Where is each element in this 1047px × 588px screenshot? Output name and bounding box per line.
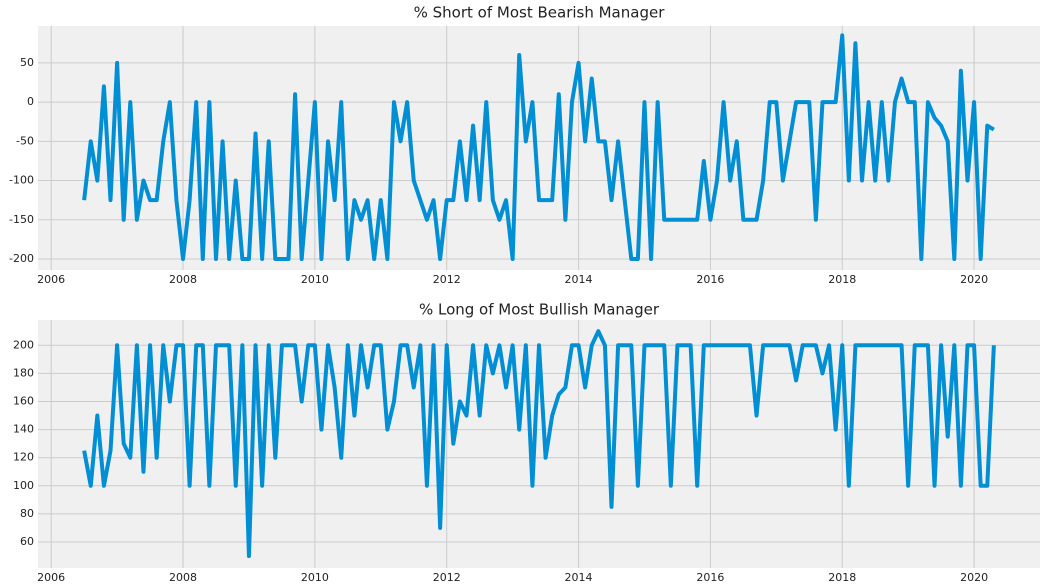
x-tick-label: 2016 [696, 571, 724, 584]
y-tick-label: 180 [13, 366, 34, 379]
y-tick-label: -50 [16, 134, 34, 147]
chart-title: % Short of Most Bearish Manager [414, 4, 666, 22]
x-tick-label: 2008 [169, 571, 197, 584]
x-tick-label: 2018 [828, 571, 856, 584]
y-tick-label: 0 [27, 95, 34, 108]
data-line [82, 33, 995, 262]
y-tick-label: 200 [13, 338, 34, 351]
x-tick-label: 2020 [960, 571, 988, 584]
y-tick-label: -100 [9, 174, 34, 187]
y-tick-label: -200 [9, 252, 34, 265]
x-tick-label: 2014 [565, 273, 593, 286]
x-tick-label: 2020 [960, 273, 988, 286]
y-tick-label: 80 [20, 507, 34, 520]
x-tick-label: 2006 [37, 273, 65, 286]
x-tick-label: 2012 [433, 273, 461, 286]
y-tick-label: 160 [13, 394, 34, 407]
y-tick-label: 120 [13, 451, 34, 464]
x-tick-label: 2014 [565, 571, 593, 584]
y-tick-label: -150 [9, 213, 34, 226]
y-tick-label: 50 [20, 56, 34, 69]
data-line [82, 329, 996, 559]
x-tick-label: 2010 [301, 571, 329, 584]
y-tick-label: 100 [13, 479, 34, 492]
x-tick-label: 2016 [696, 273, 724, 286]
x-tick-label: 2008 [169, 273, 197, 286]
x-tick-label: 2006 [37, 571, 65, 584]
chart-title: % Long of Most Bullish Manager [419, 301, 660, 319]
x-tick-label: 2012 [433, 571, 461, 584]
y-tick-label: 140 [13, 423, 34, 436]
y-tick-label: 60 [20, 535, 34, 548]
x-tick-label: 2010 [301, 273, 329, 286]
x-tick-label: 2018 [828, 273, 856, 286]
